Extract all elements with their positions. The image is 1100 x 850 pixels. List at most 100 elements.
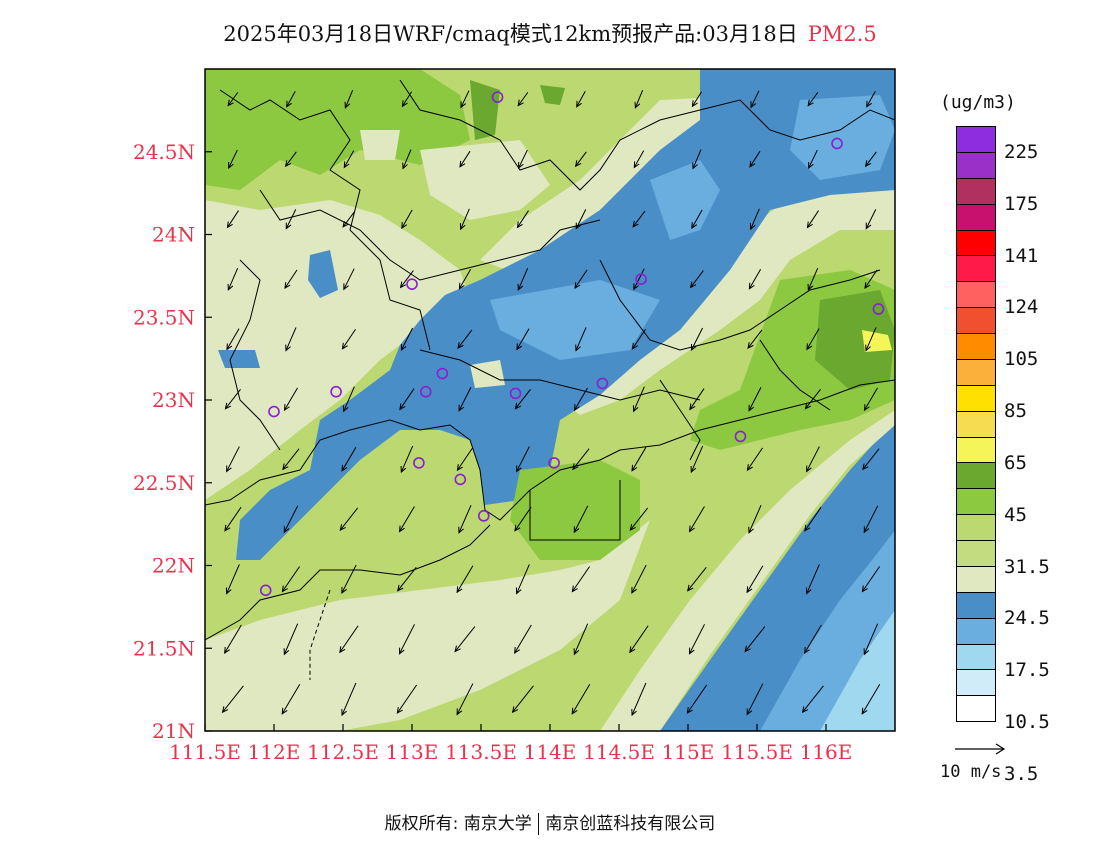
wind-arrow	[634, 90, 644, 108]
wind-arrow-head	[286, 100, 292, 108]
wind-arrow-head	[863, 404, 870, 412]
wind-arrow	[689, 388, 705, 410]
wind-arrow	[456, 683, 474, 715]
wind-arrow	[343, 268, 355, 290]
wind-arrow	[402, 149, 412, 169]
wind-arrow-head	[285, 344, 291, 352]
copyright-footer: 版权所有: 南京大学 南京创蓝科技有限公司	[0, 809, 1100, 835]
field-pale-w	[205, 200, 470, 500]
legend-swatch	[957, 618, 995, 645]
wind-arrow-head	[573, 526, 580, 534]
wind-arrow-head	[460, 101, 467, 109]
wind-arrow	[225, 388, 241, 410]
coastline	[205, 379, 895, 521]
map-title: 2025年03月18日WRF/cmaq模式12km预报产品:03月18日 PM2.…	[0, 18, 1100, 48]
legend-label: 65	[1004, 451, 1027, 474]
wind-arrow-head	[749, 223, 756, 231]
city-marker	[419, 385, 432, 398]
wind-arrow-head	[573, 648, 580, 656]
wind-arrow	[689, 506, 705, 532]
wind-arrow	[342, 328, 356, 350]
wind-arrow-head	[863, 526, 870, 534]
wind-arrow-head	[806, 465, 812, 473]
concentration-field	[205, 69, 895, 731]
wind-arrow-head	[629, 524, 636, 531]
wind-arrow	[804, 624, 822, 654]
wind-arrow-head	[458, 526, 464, 534]
wind-arrow	[631, 682, 647, 716]
lon-tick-label: 112E	[248, 740, 301, 764]
wind-arrow	[750, 90, 760, 108]
wind-arrow	[515, 388, 531, 410]
lat-tick-label: 22.5N	[133, 471, 195, 495]
wind-arrow	[865, 151, 877, 167]
wind-arrow	[747, 447, 763, 471]
wind-arrow	[689, 624, 705, 654]
legend-label: 3.5	[1004, 762, 1039, 785]
wind-arrow-head	[631, 586, 637, 594]
wind-arrow-head	[804, 402, 812, 410]
wind-arrow	[518, 149, 528, 169]
wind-arrow	[864, 387, 878, 411]
wind-arrow-head	[691, 222, 698, 230]
wind-arrow	[574, 387, 588, 411]
legend-swatch	[957, 489, 995, 516]
wind-arrow-head	[804, 646, 810, 654]
wind-arrow-head	[400, 344, 407, 352]
lon-tick-label: 115.5E	[721, 740, 793, 764]
wind-arrow-head	[689, 281, 697, 289]
legend-swatch	[957, 670, 995, 697]
wind-arrow-head	[690, 344, 697, 352]
wind-arrow-head	[747, 342, 754, 349]
wind-arrow	[344, 90, 354, 108]
wind-arrow-head	[744, 645, 751, 653]
wind-arrow-head	[459, 223, 466, 231]
wind-arrow	[687, 566, 707, 592]
city-marker	[734, 430, 747, 443]
wind-arrow-head	[748, 404, 755, 412]
wind-arrow-head	[514, 524, 521, 532]
wind-arrow-head	[341, 709, 347, 717]
legend-swatch	[957, 178, 995, 205]
city-marker	[413, 457, 425, 469]
wind-arrow	[517, 92, 529, 106]
wind-arrow-head	[575, 344, 581, 352]
lon-tick-label: 116E	[800, 740, 853, 764]
wind-arrow-head	[801, 706, 809, 714]
longitude-axis: 111.5E 112E 112.5E 113E 113.5E 114E 114.5E 115E…	[169, 724, 852, 764]
wind-arrow	[807, 210, 819, 228]
city-marker	[268, 405, 280, 418]
wind-arrow-head	[458, 404, 465, 412]
wind-arrow	[226, 328, 240, 350]
lon-tick-label: 113.5E	[445, 740, 517, 764]
wind-arrow	[575, 209, 587, 229]
lat-tick-label: 24N	[152, 223, 195, 247]
wind-arrow	[806, 328, 820, 350]
lon-tick-label: 113E	[386, 740, 439, 764]
wind-arrow-head	[224, 524, 231, 532]
lon-tick-label: 112.5E	[307, 740, 379, 764]
wind-arrow-head	[456, 586, 463, 594]
wind-arrow	[459, 150, 471, 168]
city-marker	[330, 385, 342, 398]
wind-arrow	[748, 505, 762, 533]
wind-arrow	[748, 269, 762, 289]
wind-arrow-head	[284, 160, 292, 168]
wind-arrow	[341, 682, 357, 716]
legend-swatch	[957, 515, 995, 541]
wind-arrow	[866, 90, 876, 108]
wind-arrow-head	[571, 585, 578, 593]
wind-arrow-head	[688, 647, 695, 655]
wind-arrow-head	[518, 161, 524, 169]
wind-arrow-head	[339, 524, 346, 531]
wind-arrow	[514, 624, 532, 654]
wind-arrow-head	[690, 466, 697, 474]
wind-arrow-head	[402, 162, 408, 170]
wind-arrow-head	[399, 281, 407, 289]
footer-separator	[537, 813, 540, 835]
wind-arrow-head	[514, 646, 520, 654]
wind-arrow	[339, 625, 359, 653]
wind-arrow-head	[631, 709, 637, 717]
wind-arrow	[690, 445, 704, 473]
wind-arrow	[341, 564, 357, 594]
